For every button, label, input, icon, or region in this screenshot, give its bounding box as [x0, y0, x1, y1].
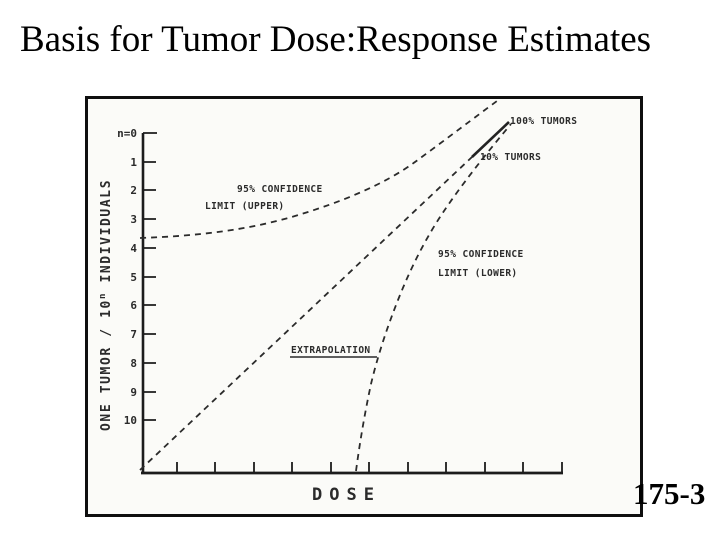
- y-axis-title-rest: INDIVIDUALS: [99, 179, 114, 292]
- lower-confidence-curve: [355, 123, 512, 472]
- lower-confidence-label-line2: LIMIT (LOWER): [438, 268, 518, 279]
- upper-confidence-label-line2: LIMIT (UPPER): [205, 201, 285, 212]
- label-10-percent-tumors: 10% TUMORS: [480, 152, 541, 163]
- observed-response-line: [471, 121, 510, 158]
- dose-response-chart: n=0 1 2 3 4 5 6 7 8 9 10 ONE TUMOR / 10n…: [98, 100, 577, 505]
- upper-confidence-label-line1: 95% CONFIDENCE: [237, 184, 323, 195]
- extrapolation-line: [139, 156, 473, 471]
- label-100-percent-tumors: 100% TUMORS: [510, 116, 577, 127]
- y-tick-label-7: 7: [130, 328, 137, 341]
- upper-confidence-curve: [139, 100, 498, 239]
- y-tick-label-n0: n=0: [117, 127, 137, 140]
- y-tick-label-1: 1: [130, 156, 137, 169]
- lower-confidence-label-line1: 95% CONFIDENCE: [438, 249, 524, 260]
- y-tick-label-3: 3: [130, 213, 137, 226]
- slide-title: Basis for Tumor Dose:Response Estimates: [20, 19, 652, 60]
- y-tick-label-10: 10: [124, 414, 137, 427]
- y-axis-title-base: ONE TUMOR / 10: [99, 299, 114, 431]
- y-tick-label-6: 6: [130, 299, 137, 312]
- dose-response-figure: n=0 1 2 3 4 5 6 7 8 9 10 ONE TUMOR / 10n…: [85, 96, 643, 517]
- x-tick-marks: [176, 462, 563, 473]
- slide-number: 175-3: [633, 476, 706, 511]
- y-tick-label-9: 9: [130, 386, 137, 399]
- y-tick-label-8: 8: [130, 357, 137, 370]
- y-axis-title-superscript-n: n: [98, 292, 108, 299]
- y-tick-label-5: 5: [130, 271, 137, 284]
- y-axis-title: ONE TUMOR / 10n INDIVIDUALS: [98, 179, 114, 431]
- extrapolation-label: EXTRAPOLATION: [291, 345, 371, 356]
- y-tick-label-4: 4: [130, 242, 137, 255]
- y-tick-marks: [143, 132, 157, 421]
- x-axis-title: DOSE: [312, 485, 381, 505]
- y-tick-label-2: 2: [130, 184, 137, 197]
